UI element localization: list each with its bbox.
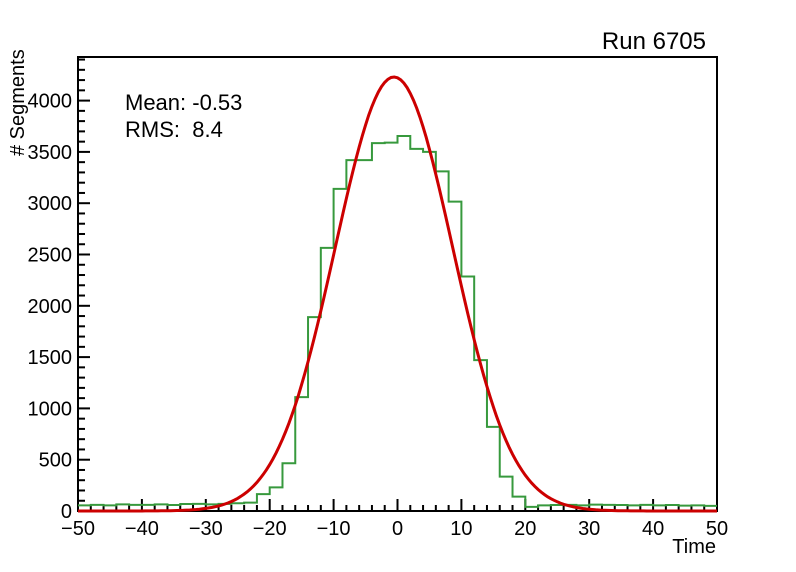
x-tick-label: 30 [578, 518, 600, 540]
stats-mean-label: Mean: -0.53 [125, 90, 242, 115]
x-tick-label: 20 [514, 518, 536, 540]
stats-rms-label: RMS: 8.4 [125, 117, 223, 142]
x-tick-label: −10 [317, 518, 351, 540]
x-tick-label: 40 [642, 518, 664, 540]
x-tick-label: 0 [392, 518, 403, 540]
y-axis-title: # Segments [7, 49, 29, 156]
y-tick-label: 500 [39, 450, 72, 472]
y-tick-label: 3000 [28, 193, 73, 215]
x-tick-label: −40 [125, 518, 159, 540]
x-axis-title: Time [672, 536, 716, 558]
y-tick-label: 0 [61, 501, 72, 523]
y-tick-label: 1500 [28, 347, 73, 369]
y-tick-label: 1000 [28, 398, 73, 420]
x-tick-label: −50 [61, 518, 95, 540]
axis-tick-labels: −50 −40 −30 −20 −10 0 10 20 30 40 5005001000150020… [28, 91, 729, 540]
y-tick-label: 2000 [28, 296, 73, 318]
gaussian-fit-curve [78, 75, 717, 513]
y-tick-label: 2500 [28, 245, 73, 267]
histogram-line [78, 135, 717, 508]
y-tick-label: 4000 [28, 91, 73, 113]
x-tick-label: −30 [189, 518, 223, 540]
x-tick-label: 10 [450, 518, 472, 540]
plot-title: Run 6705 [602, 28, 706, 55]
x-tick-label: −20 [253, 518, 287, 540]
plot-frame [77, 56, 718, 512]
x-tick-label: 50 [706, 518, 728, 540]
y-tick-label: 3500 [28, 142, 73, 164]
